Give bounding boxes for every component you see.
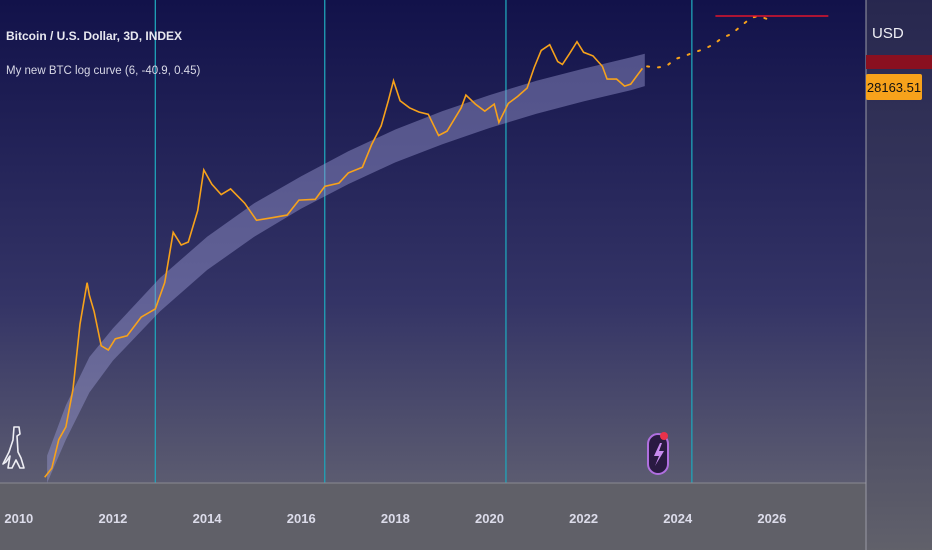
x-tick-2022: 2022 (569, 511, 598, 526)
x-tick-2016: 2016 (287, 511, 316, 526)
symbol-title[interactable]: Bitcoin / U.S. Dollar, 3D, INDEX (6, 29, 182, 43)
lightning-event-icon[interactable] (647, 432, 669, 475)
x-tick-2018: 2018 (381, 511, 410, 526)
dino-icon[interactable] (2, 426, 25, 469)
x-tick-2010: 2010 (4, 511, 33, 526)
time-axis-ticks: 2010 2012 2014 2016 2018 2020 2022 2024 2026 (4, 511, 786, 526)
log-curve-band (47, 53, 645, 483)
time-axis[interactable] (0, 483, 866, 550)
x-tick-2014: 2014 (193, 511, 223, 526)
last-price-value: 28163.51 (867, 80, 921, 95)
last-price-badge (866, 74, 922, 100)
x-tick-2020: 2020 (475, 511, 504, 526)
x-tick-2012: 2012 (98, 511, 127, 526)
x-tick-2024: 2024 (663, 511, 693, 526)
price-scale-target-zone (866, 55, 932, 69)
target-levels (715, 15, 829, 17)
cycle-markers (154, 0, 693, 483)
x-tick-2026: 2026 (757, 511, 786, 526)
indicator-legend[interactable]: My new BTC log curve (6, -40.9, 0.45) (6, 65, 200, 77)
currency-label: USD (872, 25, 904, 42)
price-line-history (44, 40, 644, 478)
